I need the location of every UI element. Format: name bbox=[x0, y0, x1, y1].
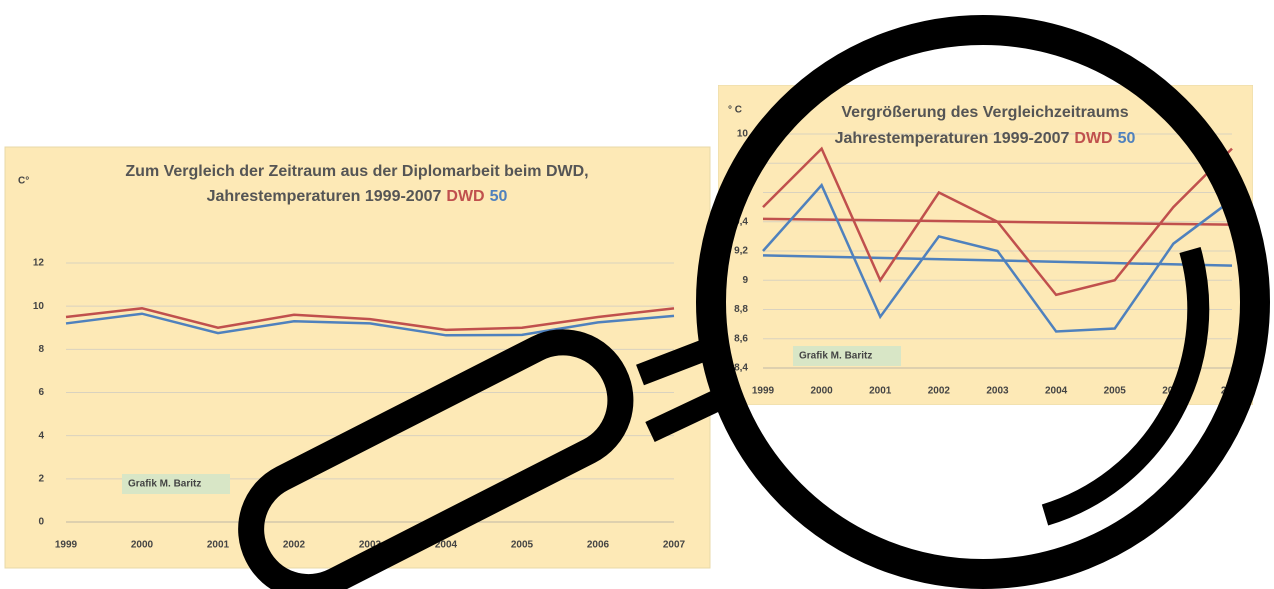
annotation: Grafik M. Baritz bbox=[128, 479, 201, 490]
legend-entry: 50 bbox=[1118, 130, 1136, 147]
x-tick-label: 2000 bbox=[131, 540, 154, 551]
y-tick-label: 9,2 bbox=[734, 246, 748, 257]
x-tick-label: 1999 bbox=[752, 386, 775, 397]
y-axis-label: ° C bbox=[728, 105, 742, 116]
annotation: Grafik M. Baritz bbox=[799, 351, 872, 362]
x-tick-label: 2002 bbox=[928, 386, 951, 397]
x-tick-label: 2005 bbox=[1104, 386, 1127, 397]
y-tick-label: 8,6 bbox=[734, 333, 748, 344]
x-tick-label: 2004 bbox=[1045, 386, 1068, 397]
x-tick-label: 2002 bbox=[283, 540, 306, 551]
charts: 0 2 4 6 8 10 12 1999 2000 2001 2002 2003 2004 2005 200… bbox=[5, 85, 1253, 568]
legend-entry: 50 bbox=[490, 188, 508, 205]
y-tick-label: 8,8 bbox=[734, 304, 748, 315]
x-tick-label: 2005 bbox=[511, 540, 534, 551]
legend-entry: DWD bbox=[1074, 130, 1112, 147]
chart-title-line: Jahrestemperaturen 1999-2007 bbox=[835, 130, 1070, 147]
y-tick-label: 4 bbox=[38, 430, 44, 441]
y-tick-label: 0 bbox=[38, 517, 44, 528]
y-axis-label: C° bbox=[18, 176, 29, 187]
legend-entry: DWD bbox=[446, 188, 484, 205]
x-tick-label: 2006 bbox=[587, 540, 610, 551]
y-tick-label: 2 bbox=[38, 473, 44, 484]
x-tick-label: 2001 bbox=[869, 386, 892, 397]
y-tick-label: 9 bbox=[742, 275, 748, 286]
y-tick-label: 8,4 bbox=[734, 363, 748, 374]
y-tick-label: 10 bbox=[33, 301, 45, 312]
y-tick-label: 10 bbox=[737, 129, 749, 140]
chart-title-line: Jahrestemperaturen 1999-2007 bbox=[207, 188, 442, 205]
chart-title: Zum Vergleich der Zeitraum aus der Diplo… bbox=[125, 163, 588, 180]
chart-title: Vergrößerung des Vergleichzeitraums bbox=[841, 104, 1128, 121]
x-tick-label: 1999 bbox=[55, 540, 78, 551]
y-tick-label: 6 bbox=[38, 387, 44, 398]
x-tick-label: 2003 bbox=[986, 386, 1009, 397]
x-tick-label: 2000 bbox=[811, 386, 834, 397]
screenshot: 0 2 4 6 8 10 12 1999 2000 2001 2002 2003 2004 2005 200… bbox=[0, 0, 1274, 589]
y-tick-label: 12 bbox=[33, 258, 45, 269]
x-tick-label: 2007 bbox=[663, 540, 686, 551]
x-tick-label: 2001 bbox=[207, 540, 230, 551]
y-tick-label: 8 bbox=[38, 344, 44, 355]
